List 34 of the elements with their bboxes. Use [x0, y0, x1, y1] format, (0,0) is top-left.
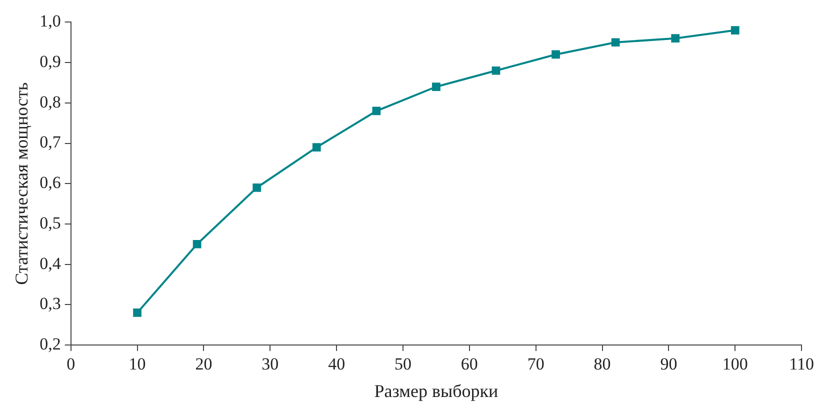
- point: [372, 106, 381, 116]
- x-tick-label: 70: [527, 354, 544, 374]
- x-tick-label: 50: [394, 354, 412, 374]
- point: [252, 183, 262, 192]
- x-tick-label: 40: [328, 354, 346, 374]
- point: [730, 26, 740, 34]
- x-tick-label: 10: [128, 354, 146, 374]
- x-tick-label: 90: [660, 354, 678, 374]
- y-tick-label: 0,4: [40, 254, 62, 273]
- y-tick-label: 0,3: [40, 294, 61, 314]
- y-tick-label: 0,8: [40, 92, 61, 112]
- y-tick-label: 0,5: [40, 213, 61, 232]
- y-axis-title: Статистическая мощность: [12, 82, 32, 285]
- x-tick-label: 110: [789, 354, 814, 374]
- y-tick-label: 0,7: [40, 132, 62, 152]
- point: [432, 82, 440, 91]
- point: [611, 38, 620, 47]
- y-tick-label: 0,9: [40, 52, 61, 72]
- point: [192, 240, 202, 248]
- point: [492, 66, 500, 75]
- x-tick-label: 20: [195, 354, 212, 374]
- x-tick-label: 60: [460, 354, 478, 374]
- x-tick-label: 100: [722, 354, 748, 374]
- y-tick-label: 0,6: [40, 173, 61, 192]
- x-tick-label: 0: [66, 354, 76, 374]
- point: [671, 34, 680, 43]
- point: [133, 308, 142, 317]
- point: [552, 50, 560, 59]
- x-tick-label: 80: [594, 354, 611, 374]
- point: [312, 143, 321, 152]
- y-tick-label: 1,0: [40, 12, 61, 31]
- x-tick-label: 30: [262, 354, 279, 374]
- x-axis-title: Размер выборки: [374, 380, 498, 401]
- y-tick-label: 0,2: [40, 334, 61, 354]
